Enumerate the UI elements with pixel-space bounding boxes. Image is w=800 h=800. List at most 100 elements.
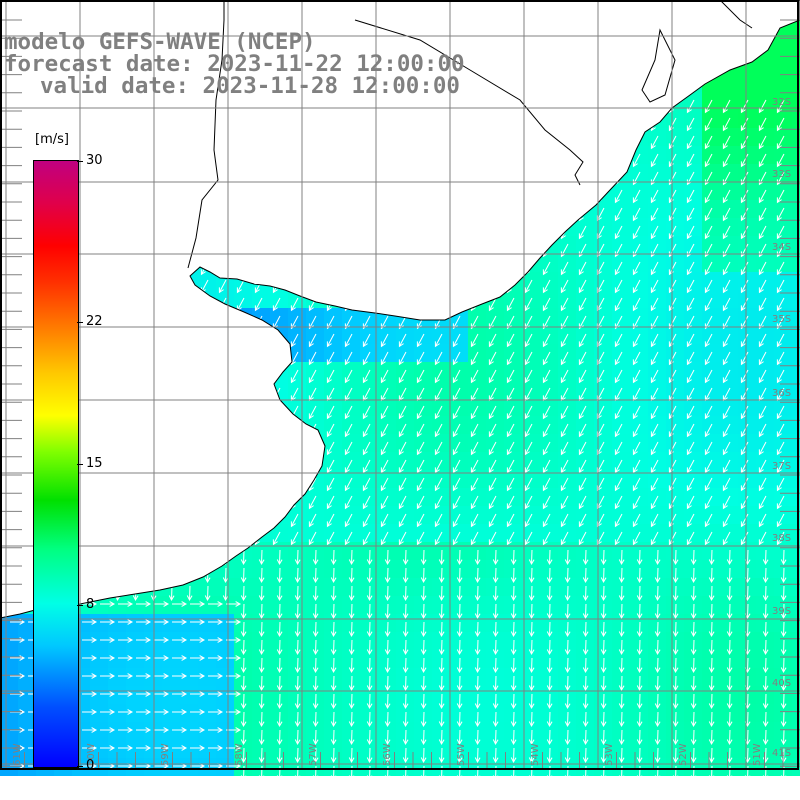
wind-speed-cell — [216, 704, 234, 722]
wind-speed-cell — [792, 362, 800, 380]
longitude-label: 57W — [308, 743, 319, 766]
wind-speed-cell — [162, 614, 180, 632]
wind-speed-cell — [360, 578, 378, 596]
colorbar-tick-label: 0 — [86, 758, 95, 773]
wind-speed-cell — [126, 668, 144, 686]
wind-speed-cell — [396, 578, 414, 596]
wind-speed-cell — [792, 200, 800, 218]
wind-speed-cell — [378, 578, 396, 596]
wind-speed-cell — [648, 596, 666, 614]
colorbar-units: [m/s] — [35, 132, 69, 147]
wind-speed-cell — [450, 578, 468, 596]
wind-speed-cell — [108, 650, 126, 668]
longitude-label: 51W — [752, 743, 763, 766]
wind-speed-cell — [558, 578, 576, 596]
latitude-label: 34S — [772, 242, 791, 253]
wind-speed-cell — [360, 542, 378, 560]
wind-speed-cell — [90, 614, 108, 632]
wind-speed-cell — [0, 686, 18, 704]
wind-speed-cell — [792, 56, 800, 74]
wind-speed-cell — [108, 704, 126, 722]
wind-speed-cell — [522, 560, 540, 578]
wind-speed-cell — [180, 686, 198, 704]
colorbar-tick-mark — [77, 463, 83, 465]
wind-speed-cell — [90, 686, 108, 704]
wind-speed-cell — [198, 632, 216, 650]
wind-speed-cell — [342, 596, 360, 614]
wind-speed-cell — [144, 704, 162, 722]
wind-speed-cell — [738, 560, 756, 578]
latitude-label: 36S — [772, 388, 791, 399]
wind-speed-cell — [576, 596, 594, 614]
wind-speed-cell — [216, 686, 234, 704]
wind-speed-cell — [738, 74, 756, 92]
wind-speed-cell — [90, 650, 108, 668]
wind-speed-cell — [414, 596, 432, 614]
wind-speed-cell — [486, 578, 504, 596]
wind-speed-cell — [486, 596, 504, 614]
wind-speed-cell — [486, 560, 504, 578]
wind-speed-cell — [792, 452, 800, 470]
wind-speed-cell — [756, 74, 774, 92]
wind-speed-cell — [576, 542, 594, 560]
wind-speed-cell — [216, 632, 234, 650]
wind-speed-cell — [162, 704, 180, 722]
wind-speed-colorbar — [33, 160, 79, 768]
wind-speed-cell — [162, 596, 180, 614]
wind-speed-cell — [126, 650, 144, 668]
wind-speed-cell — [684, 542, 702, 560]
wind-speed-cell — [216, 596, 234, 614]
wind-speed-cell — [702, 578, 720, 596]
wind-speed-cell — [216, 722, 234, 740]
wind-speed-cell — [126, 632, 144, 650]
wind-speed-cell — [0, 668, 18, 686]
colorbar-tick-label: 8 — [86, 596, 95, 612]
wind-speed-cell — [378, 542, 396, 560]
wind-speed-cell — [360, 560, 378, 578]
wind-speed-cell — [738, 542, 756, 560]
wind-speed-cell — [414, 560, 432, 578]
wind-speed-cell — [792, 20, 800, 38]
wind-speed-cell — [756, 578, 774, 596]
wind-speed-cell — [612, 578, 630, 596]
wind-speed-cell — [126, 596, 144, 614]
wind-speed-cell — [126, 614, 144, 632]
wind-speed-cell — [234, 596, 252, 614]
wind-speed-cell — [558, 542, 576, 560]
wind-speed-cell — [108, 686, 126, 704]
wind-speed-cell — [792, 146, 800, 164]
wind-speed-cell — [216, 668, 234, 686]
wind-speed-cell — [252, 578, 270, 596]
wind-speed-cell — [198, 686, 216, 704]
wind-speed-cell — [792, 290, 800, 308]
wind-speed-cell — [270, 560, 288, 578]
wind-speed-cell — [306, 578, 324, 596]
wind-speed-cell — [540, 596, 558, 614]
wind-speed-cell — [252, 596, 270, 614]
wind-speed-cell — [0, 722, 18, 740]
colorbar-tick-label: 30 — [86, 153, 103, 168]
wind-speed-cell — [468, 596, 486, 614]
wind-speed-cell — [108, 668, 126, 686]
wind-speed-cell — [432, 560, 450, 578]
wind-speed-cell — [180, 740, 198, 758]
wind-speed-cell — [270, 578, 288, 596]
wind-speed-cell — [738, 578, 756, 596]
wind-speed-cell — [270, 542, 288, 560]
wind-speed-cell — [792, 488, 800, 506]
wind-speed-cell — [576, 560, 594, 578]
latitude-label: 39S — [772, 606, 791, 617]
wind-speed-cell — [792, 182, 800, 200]
longitude-label: 53W — [604, 743, 615, 766]
wind-speed-cell — [720, 578, 738, 596]
wind-speed-cell — [792, 416, 800, 434]
wind-speed-cell — [90, 668, 108, 686]
wind-speed-cell — [558, 596, 576, 614]
wind-speed-cell — [306, 560, 324, 578]
wind-speed-cell — [774, 560, 792, 578]
wind-speed-cell — [180, 704, 198, 722]
wind-speed-cell — [216, 650, 234, 668]
wind-speed-cell — [396, 560, 414, 578]
colorbar-tick-mark — [77, 604, 83, 606]
wind-speed-cell — [792, 164, 800, 182]
